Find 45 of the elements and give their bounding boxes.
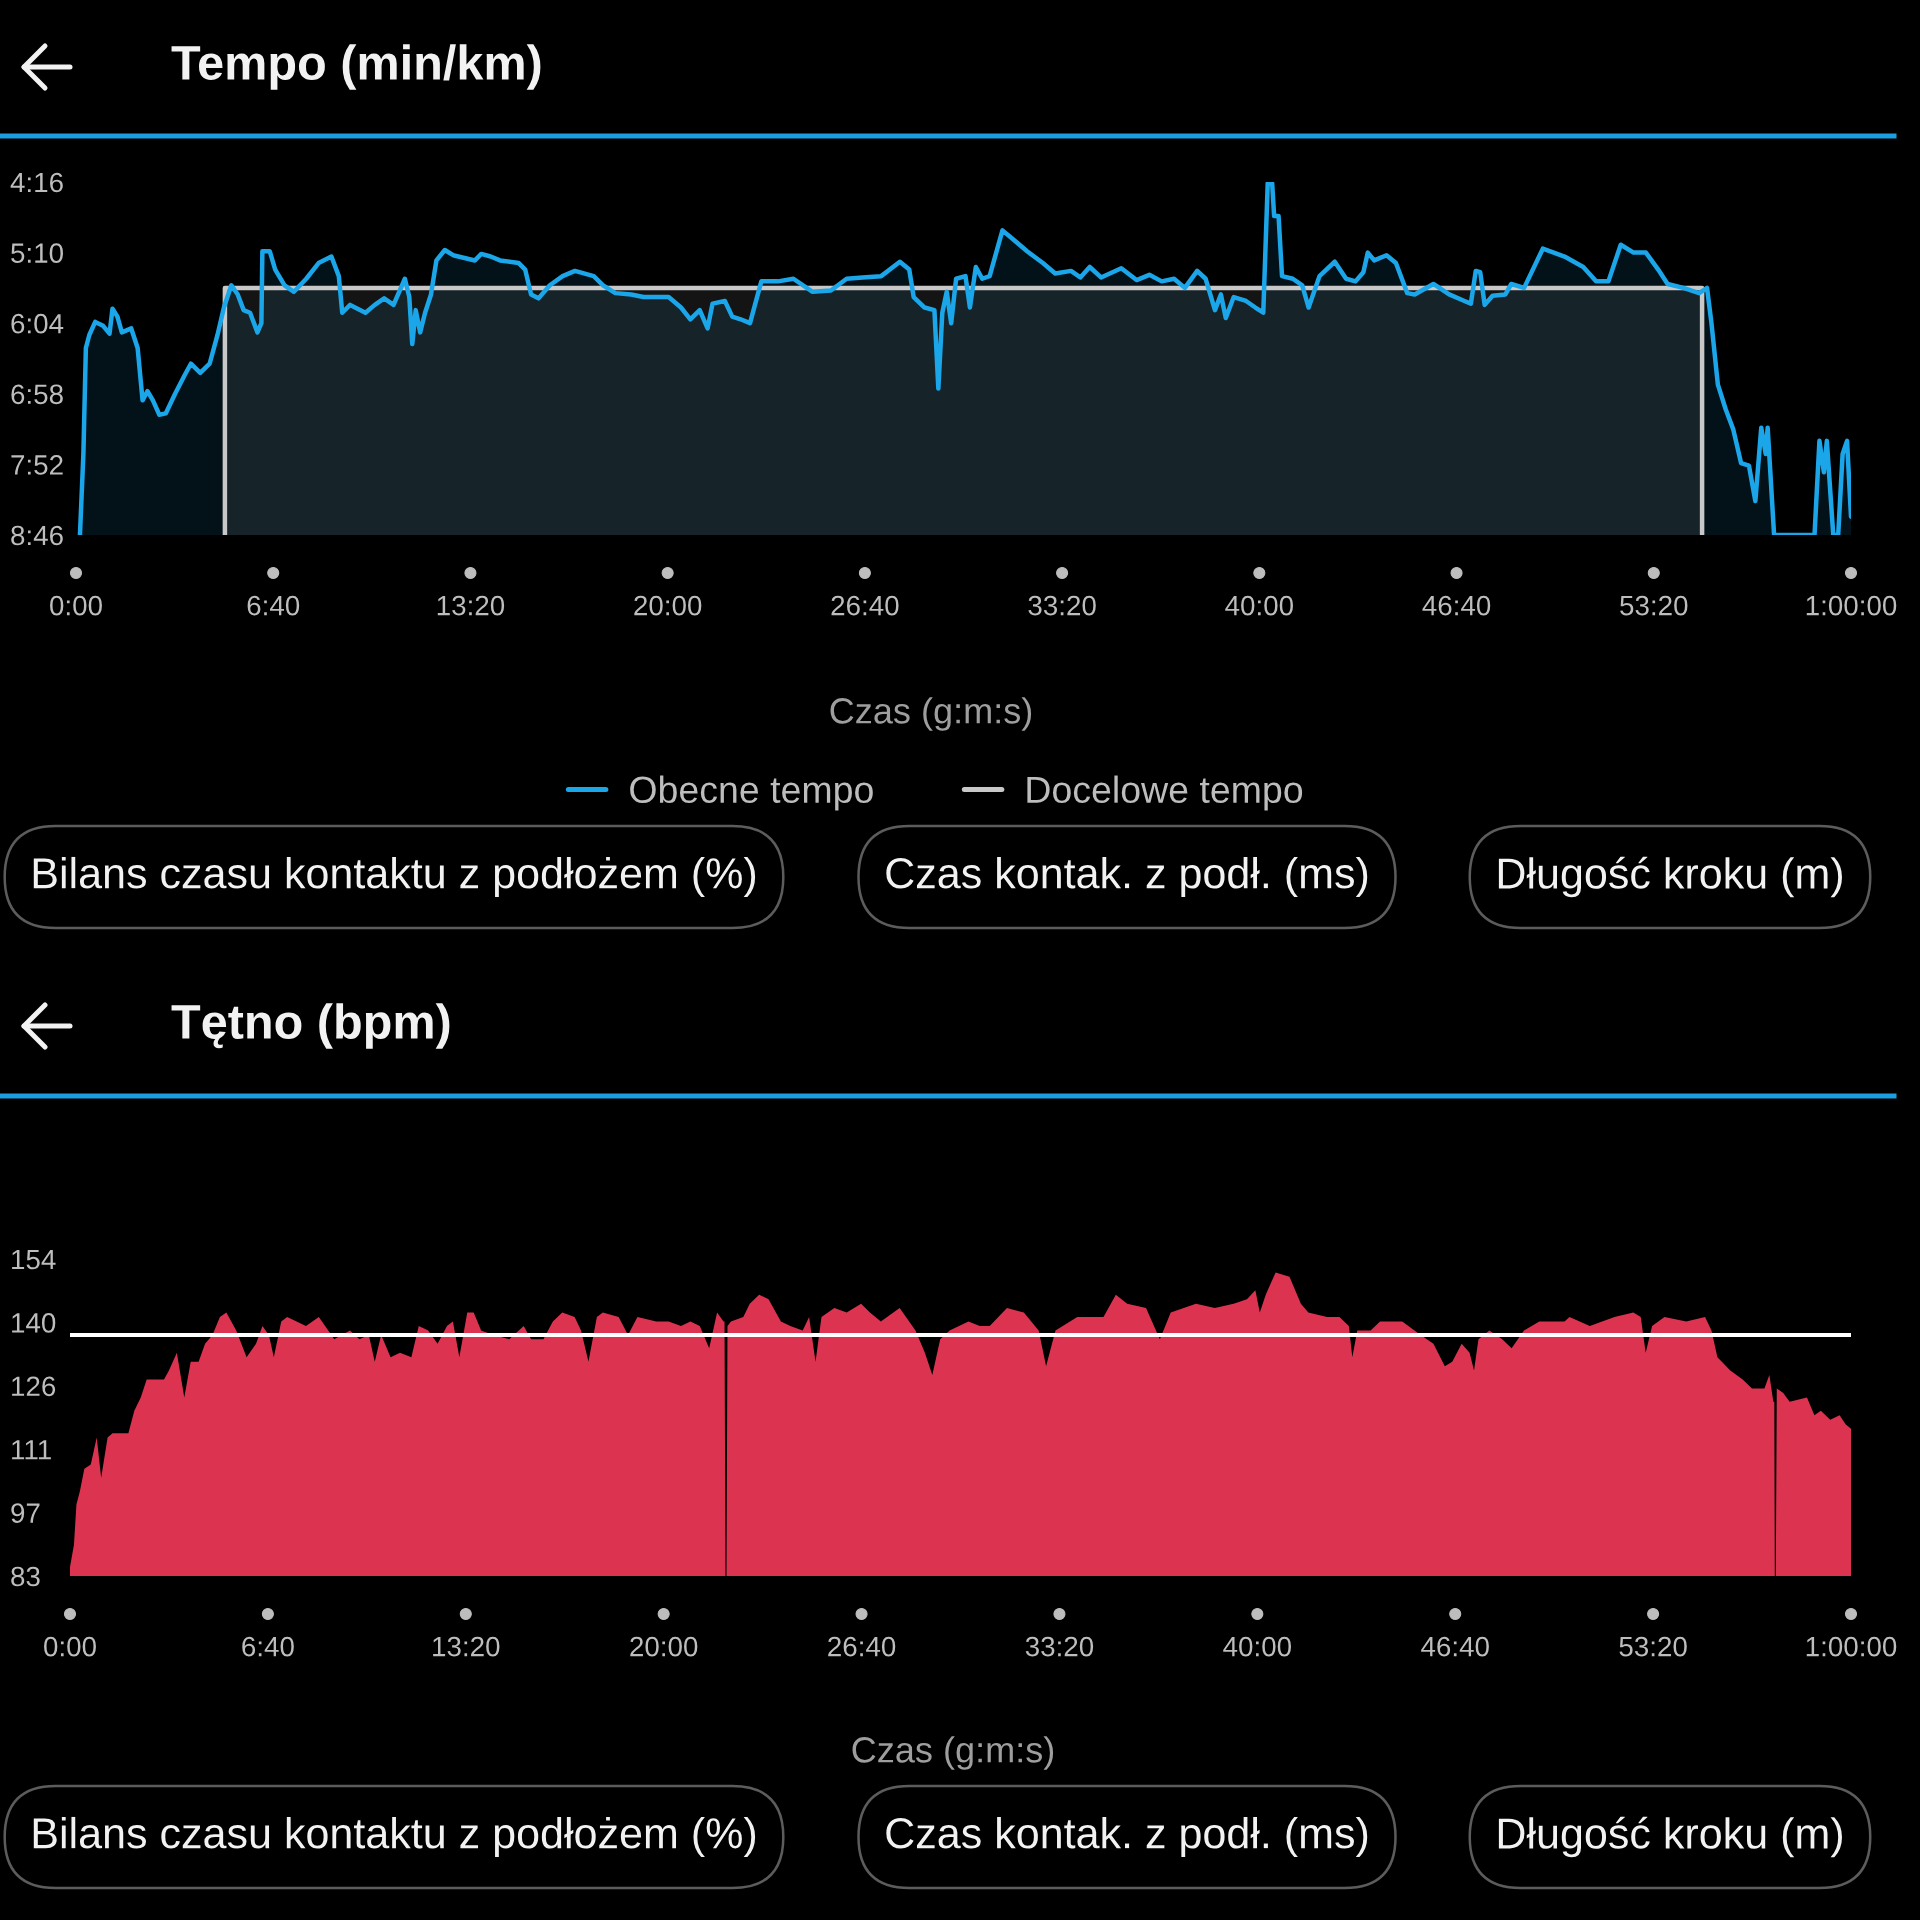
x-tick-label: 0:00 <box>44 1636 96 1657</box>
text: Czas kontak. z podł. (ms) <box>886 1816 1368 1858</box>
text: Czas kontak. z podł. (ms) <box>886 856 1368 898</box>
y-tick-label: 4:16 <box>10 172 63 193</box>
x-tick-label: 40:00 <box>1223 1636 1292 1657</box>
y-tick-label: 5:10 <box>11 243 63 263</box>
y-tick-label: 111 <box>12 1440 51 1460</box>
x-tick-label: 0:00 <box>50 595 102 616</box>
x-tick-label: 1:00:00 <box>1806 1636 1897 1657</box>
x-tick-label: 33:20 <box>1028 595 1096 616</box>
x-tick-label: 40:00 <box>1225 595 1294 616</box>
y-tick-label: 83 <box>11 1566 40 1587</box>
y-tick-label: 97 <box>11 1503 40 1523</box>
x-tick-label: 26:40 <box>831 595 899 616</box>
x-axis-title: Czas (g:m:s) <box>852 1736 1054 1770</box>
y-tick-label: 6:58 <box>11 384 63 405</box>
x-tick-label: 6:40 <box>247 595 300 616</box>
x-tick-label: 6:40 <box>242 1636 294 1657</box>
x-tick-label: 33:20 <box>1025 1636 1094 1657</box>
y-tick-label: 140 <box>12 1313 56 1333</box>
x-tick-label: 1:00:00 <box>1806 595 1897 616</box>
chart-title: Tempo (min/km) <box>171 44 541 90</box>
chart-title: Tętno (bpm) <box>171 1003 450 1049</box>
text: Bilans czasu kontaktu z podłożem (%) <box>33 856 756 898</box>
x-tick-label: 20:00 <box>630 1636 698 1657</box>
y-tick-label: 6:04 <box>11 313 64 334</box>
y-tick-label: 7:52 <box>11 455 63 475</box>
y-tick-label: 126 <box>12 1376 56 1397</box>
x-tick-label: 46:40 <box>1422 595 1491 616</box>
text: Długość kroku (m) <box>1498 1816 1842 1858</box>
line-series <box>77 182 1851 535</box>
x-tick-label: 13:20 <box>433 1636 500 1657</box>
legend-label: Obecne tempo <box>630 775 873 811</box>
x-tick-label: 53:20 <box>1620 595 1688 616</box>
x-axis-title: Czas (g:m:s) <box>830 697 1032 731</box>
text: Bilans czasu kontaktu z podłożem (%) <box>33 1816 756 1858</box>
y-tick-label: 8:46 <box>11 525 63 546</box>
x-tick-label: 26:40 <box>828 1636 896 1657</box>
text: Długość kroku (m) <box>1498 856 1842 898</box>
x-tick-label: 20:00 <box>634 595 702 616</box>
legend-label: Docelowe tempo <box>1027 775 1303 811</box>
x-tick-label: 13:20 <box>437 595 505 616</box>
x-tick-label: 53:20 <box>1619 1636 1687 1657</box>
y-tick-label: 154 <box>12 1249 56 1270</box>
x-tick-label: 46:40 <box>1421 1636 1489 1657</box>
